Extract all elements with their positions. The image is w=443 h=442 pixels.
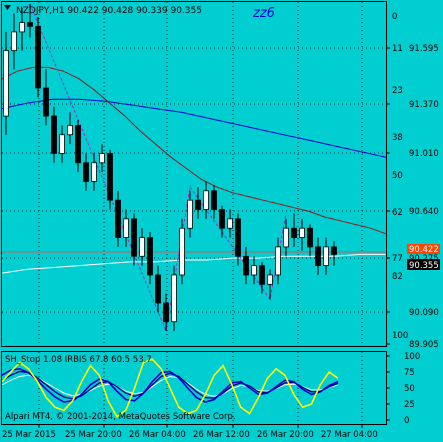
time-tick-label: 26 Mar 12:00 — [193, 430, 250, 440]
candle-body — [75, 124, 81, 164]
candle-body — [83, 162, 89, 182]
candle-body — [163, 302, 169, 323]
stoch-white-line — [1, 374, 339, 397]
red-line-price-label: 90.422 — [409, 245, 439, 255]
candle-body — [259, 265, 265, 285]
current-price-label: 90.355 — [409, 261, 439, 271]
candle-body — [107, 153, 113, 201]
candle-body — [235, 218, 241, 257]
price-tick-label: 91.595 — [409, 44, 439, 54]
fib-level-label: 77 — [392, 254, 403, 264]
ma-white-line — [1, 253, 386, 274]
current-price-bg — [407, 259, 440, 270]
candles — [3, 3, 337, 332]
ma-red-line — [1, 66, 387, 235]
candle-body — [323, 246, 329, 267]
candle-body — [27, 22, 33, 27]
candle-body — [219, 209, 225, 229]
candle-body — [179, 227, 185, 276]
candle-body — [275, 246, 281, 276]
time-tick-label: 25 Mar 20:00 — [65, 430, 122, 440]
candle-body — [131, 218, 137, 257]
candle-body — [299, 227, 305, 238]
chart-header-arrow-icon — [4, 5, 11, 10]
indicator-scale: 100 75 50 25 0 — [386, 352, 420, 426]
candle-body — [35, 25, 41, 89]
fib-level-label: 50 — [392, 171, 403, 181]
candle-body — [59, 134, 65, 154]
candle-body — [331, 246, 337, 255]
candle-body — [91, 162, 97, 182]
time-tick-label: 26 Mar 20:00 — [257, 430, 314, 440]
time-tick-label: 26 Mar 04:00 — [129, 430, 186, 440]
price-tick-label: 90.640 — [409, 207, 439, 217]
fib-level-label: 100 — [392, 331, 408, 341]
stoch-blue-line — [1, 367, 339, 403]
chart-header: NZDJPY,H1 90.422 90.428 90.339 90.355 — [16, 6, 202, 16]
candle-body — [187, 199, 193, 229]
candle-body — [251, 265, 257, 276]
price-tick-label: 90.090 — [409, 308, 439, 318]
stoch-navy-line — [1, 370, 339, 400]
candle-body — [227, 218, 233, 229]
fib-level-label: 82 — [392, 272, 403, 282]
candle-body — [147, 237, 153, 276]
time-axis: 25 Mar 2015 25 Mar 20:00 26 Mar 04:00 26 Ma… — [2, 424, 378, 440]
main-window-frame — [1, 1, 387, 347]
indicator-tick-label: 25 — [404, 400, 415, 410]
fib-level-label: 62 — [392, 208, 403, 218]
price-tick-label: 91.370 — [409, 100, 439, 110]
candle-body — [283, 227, 289, 248]
fib-level-label: 23 — [392, 86, 403, 96]
candle-body — [51, 115, 57, 154]
moving-averages — [1, 66, 387, 274]
candle-body — [211, 190, 217, 210]
candle-body — [195, 199, 201, 210]
fib-level-label: 0 — [392, 12, 397, 22]
candle-body — [3, 50, 9, 117]
candle-body — [67, 124, 73, 136]
copyright-text: Alpari MT4, © 2001-2014, MetaQuotes Soft… — [5, 412, 236, 422]
candle-body — [291, 227, 297, 238]
candle-body — [267, 274, 273, 285]
candle-body — [243, 255, 249, 276]
time-tick-label: 27 Mar 04:00 — [321, 430, 378, 440]
candle-body — [43, 87, 49, 117]
candle-body — [315, 246, 321, 267]
time-tick-label: 25 Mar 2015 — [2, 430, 56, 440]
candle-body — [99, 153, 105, 164]
ma-blue-line — [1, 98, 387, 158]
price-tick-label: 89.905 — [409, 340, 439, 350]
price-axis: 91.59591.37091.01090.64090.27590.09089.9… — [386, 12, 439, 350]
indicator-tick-label: 75 — [404, 368, 415, 378]
candle-body — [115, 199, 121, 238]
stochastic-lines — [1, 358, 339, 418]
fib-level-label: 11 — [392, 44, 403, 54]
candle-body — [11, 31, 17, 52]
indicator-tick-label: 100 — [404, 352, 420, 362]
red-line-price-bg — [407, 244, 440, 254]
indicator-tick-label: 0 — [404, 416, 409, 426]
candle-body — [123, 218, 129, 238]
price-tick-label: 91.010 — [409, 149, 439, 159]
fib-level-label: 38 — [392, 133, 403, 143]
indicator-title: SH_Stop 1.08 IRBIS 67.8 60.5 53.7 — [5, 355, 152, 365]
candle-body — [171, 274, 177, 323]
candle-body — [139, 237, 145, 257]
candle-body — [307, 227, 313, 248]
grid-lines — [2, 2, 386, 424]
candle-body — [155, 274, 161, 304]
stoch-yellow-line — [1, 358, 339, 418]
candle-body — [203, 190, 209, 210]
indicator-tick-label: 50 — [404, 384, 415, 394]
zigzag-label: zz6 — [252, 6, 275, 21]
candle-body — [19, 22, 25, 33]
